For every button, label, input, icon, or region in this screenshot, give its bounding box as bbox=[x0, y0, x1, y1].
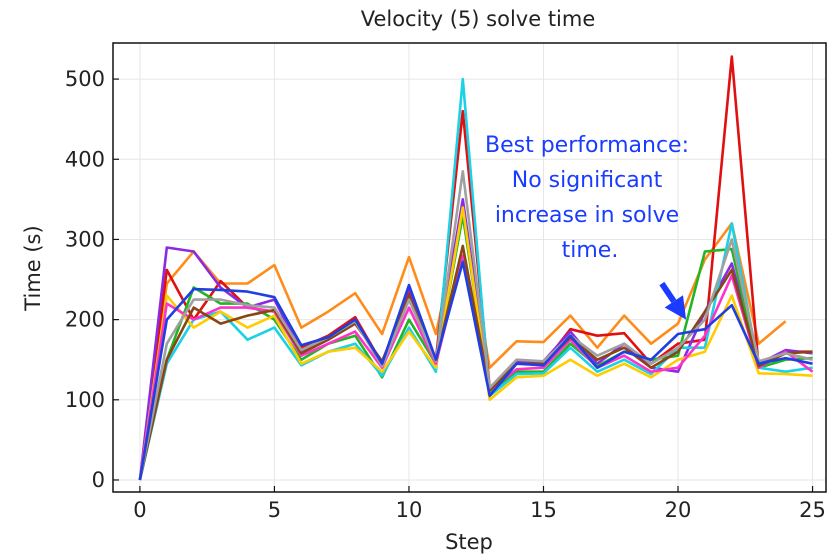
x-tick-label: 0 bbox=[133, 498, 146, 522]
chart-title: Velocity (5) solve time bbox=[361, 7, 596, 31]
y-tick-label: 0 bbox=[92, 468, 105, 492]
annotation-line-3: increase in solve bbox=[495, 203, 679, 228]
series-line-6 bbox=[138, 206, 813, 481]
plot-area-frame bbox=[112, 42, 827, 493]
y-tick-label: 500 bbox=[65, 67, 105, 91]
x-tick-label: 25 bbox=[799, 498, 826, 522]
y-tick-label: 400 bbox=[65, 147, 105, 171]
gridlines bbox=[113, 43, 826, 492]
series-line-5 bbox=[138, 77, 813, 481]
axis-ticks: 0 5 10 15 20 25 0 100 200 300 400 500 bbox=[65, 67, 826, 522]
x-tick-label: 5 bbox=[268, 498, 281, 522]
series-line-2 bbox=[138, 55, 813, 481]
annotation-arrow-shaft bbox=[659, 281, 677, 304]
annotation-line-4: time. bbox=[562, 238, 619, 263]
annotation-line-2: No significant bbox=[512, 168, 663, 193]
y-axis-label: Time (s) bbox=[21, 225, 45, 311]
x-tick-label: 20 bbox=[665, 498, 692, 522]
y-tick-label: 100 bbox=[65, 388, 105, 412]
annotation-arrow-head bbox=[664, 295, 687, 320]
y-tick-label: 200 bbox=[65, 308, 105, 332]
annotation: Best performance: No significant increase … bbox=[485, 133, 689, 320]
series-line-8 bbox=[138, 244, 813, 481]
series-layer bbox=[138, 55, 814, 481]
annotation-line-1: Best performance: bbox=[485, 133, 689, 158]
series-line-9 bbox=[138, 170, 813, 481]
y-tick-label: 300 bbox=[65, 227, 105, 251]
series-line-10 bbox=[138, 260, 813, 481]
x-axis-label: Step bbox=[445, 530, 493, 554]
x-tick-label: 10 bbox=[396, 498, 423, 522]
x-tick-label: 15 bbox=[530, 498, 557, 522]
